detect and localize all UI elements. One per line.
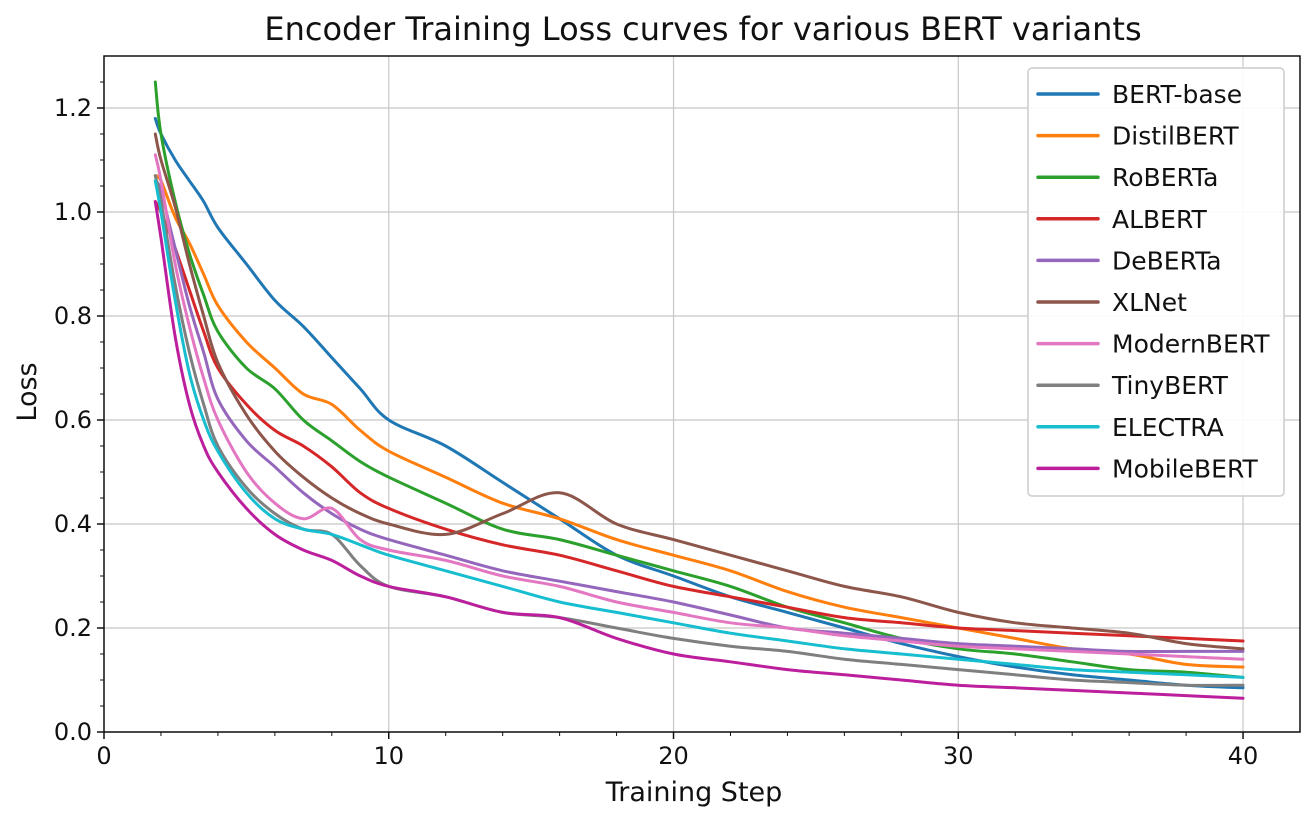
y-axis-label: Loss xyxy=(12,362,43,421)
legend-label: ModernBERT xyxy=(1112,330,1270,359)
series-line-9 xyxy=(153,200,1245,700)
x-tick-label: 20 xyxy=(658,742,689,770)
legend-label: ALBERT xyxy=(1112,205,1208,234)
axis-ticks: 0 10 20 30 40 0.0 0.2 0.4 0.6 0.8 1.0 1.2 xyxy=(54,81,1259,770)
y-tick-label: 0.8 xyxy=(54,302,92,330)
y-tick-label: 1.2 xyxy=(54,94,92,122)
y-tick-label: 0.6 xyxy=(54,406,92,434)
x-tick-label: 30 xyxy=(943,742,974,770)
x-tick-label: 10 xyxy=(373,742,404,770)
series-line-3 xyxy=(153,200,1245,643)
legend-label: DeBERTa xyxy=(1112,246,1222,275)
series-line-5 xyxy=(153,132,1245,651)
chart-title: Encoder Training Loss curves for various… xyxy=(264,10,1141,48)
series-line-6 xyxy=(153,153,1245,661)
series-line-1 xyxy=(153,174,1245,669)
x-axis-label: Training Step xyxy=(605,777,783,808)
y-tick-label: 0.0 xyxy=(54,718,92,746)
legend-label: DistilBERT xyxy=(1112,122,1239,151)
x-tick-label: 40 xyxy=(1228,742,1259,770)
legend-label: MobileBERT xyxy=(1112,454,1259,483)
legend-label: ELECTRA xyxy=(1112,413,1224,442)
legend-label: XLNet xyxy=(1112,288,1187,317)
x-tick-label: 0 xyxy=(96,742,111,770)
series-lines xyxy=(153,80,1245,700)
y-tick-label: 0.2 xyxy=(54,614,92,642)
legend-label: BERT-base xyxy=(1112,80,1242,109)
y-tick-label: 1.0 xyxy=(54,198,92,226)
series-line-8 xyxy=(153,179,1245,679)
legend-label: TinyBERT xyxy=(1111,371,1229,400)
legend-box xyxy=(1027,67,1285,497)
legend-label: RoBERTa xyxy=(1112,163,1219,192)
y-tick-label: 0.4 xyxy=(54,510,92,538)
series-line-4 xyxy=(153,179,1245,654)
legend: BERT-base DistilBERT RoBERTa ALBERT DeBERTa X… xyxy=(1027,67,1285,497)
series-line-2 xyxy=(153,80,1245,679)
